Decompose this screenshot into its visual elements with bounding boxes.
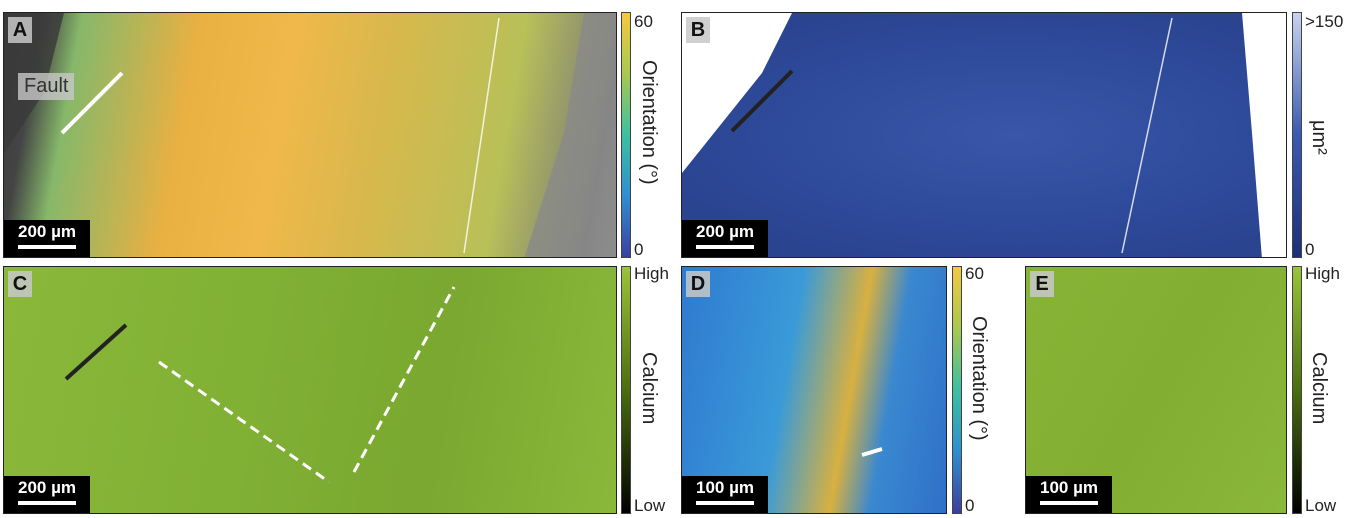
scale-bar-d: 100 µm: [682, 476, 768, 513]
colorbar-c: [621, 266, 631, 514]
panel-letter-d: D: [686, 271, 710, 297]
panel-b-overlay: [682, 13, 1286, 257]
colorbar-e-max: High: [1305, 264, 1340, 283]
panel-c-overlay: [64, 286, 456, 484]
colorbar-a-max: 60: [634, 12, 653, 31]
scale-bar-a: 200 µm: [4, 220, 90, 257]
scale-bar-c: 200 µm: [4, 476, 90, 513]
panel-e-calcium-map: E 100 µm: [1025, 266, 1287, 514]
colorbar-c-min: Low: [634, 496, 666, 515]
colorbar-d-max: 60: [965, 264, 984, 283]
colorbar-d: [952, 266, 962, 514]
colorbar-b-min: 0: [1305, 240, 1315, 259]
colorbar-e: [1292, 266, 1302, 514]
fault-line: [60, 71, 124, 135]
colorbar-c-max: High: [634, 264, 669, 283]
scale-bar-e: 100 µm: [1026, 476, 1112, 513]
panel-d-orientation-map: D 100 µm: [681, 266, 947, 514]
colorbar-e-min: Low: [1305, 496, 1337, 515]
dashed-line-right: [352, 286, 456, 473]
panel-letter-b: B: [686, 17, 710, 43]
fault-label: Fault: [18, 73, 75, 100]
colorbar-e-title: Calcium: [1308, 352, 1330, 425]
dashed-line-left: [158, 360, 330, 484]
panel-b-grain-area-map: B 200 µm: [681, 12, 1287, 258]
colorbar-a: [621, 12, 631, 258]
panel-letter-c: C: [8, 271, 32, 297]
colorbar-b-title: μm²: [1308, 120, 1330, 155]
colorbar-a-min: 0: [634, 240, 644, 259]
colorbar-c-title: Calcium: [638, 352, 660, 425]
panel-letter-a: A: [8, 17, 32, 43]
panel-a-orientation-map: A Fault 200 µm: [3, 12, 617, 258]
panel-d-overlay: [861, 447, 883, 457]
colorbar-d-min: 0: [965, 496, 975, 515]
colorbar-a-title: Orientation (°): [638, 60, 660, 185]
colorbar-b-max: >150: [1305, 12, 1344, 31]
colorbar-d-title: Orientation (°): [968, 316, 990, 441]
scale-bar-b: 200 µm: [682, 220, 768, 257]
panel-a-overlay: [4, 13, 616, 257]
panel-letter-e: E: [1030, 271, 1054, 297]
panel-c-calcium-map: C 200 µm: [3, 266, 617, 514]
colorbar-b: [1292, 12, 1302, 258]
